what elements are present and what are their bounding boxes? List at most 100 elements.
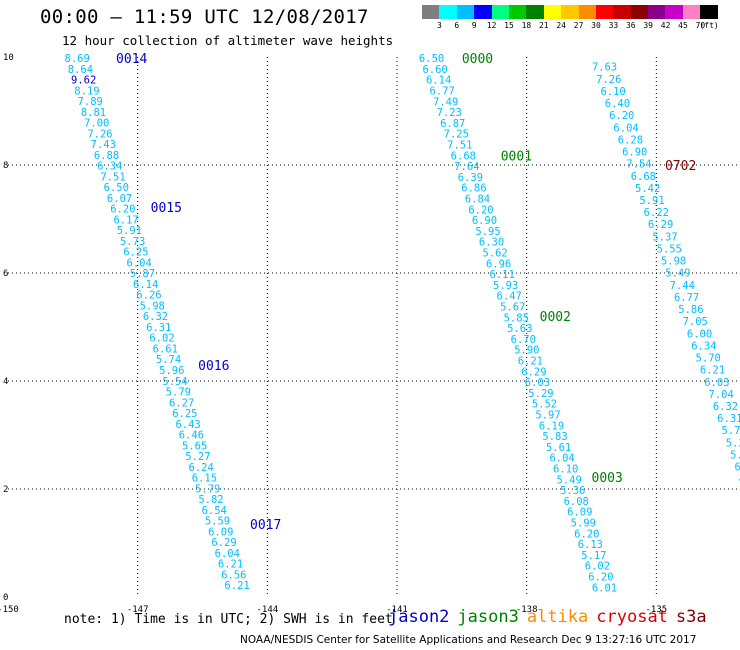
swh-value: 8.81 bbox=[81, 107, 106, 119]
colorbar-swatch bbox=[578, 5, 596, 19]
colorbar-swatch bbox=[665, 5, 683, 19]
swh-value: 6.04 bbox=[215, 548, 240, 560]
swh-value: 5.63 bbox=[507, 323, 532, 335]
colorbar-swatch bbox=[474, 5, 492, 19]
swh-value: 5.61 bbox=[546, 442, 571, 454]
colorbar-label: 27 bbox=[573, 21, 584, 30]
swh-value: 6.54 bbox=[202, 505, 227, 517]
swh-value: 5.87 bbox=[130, 268, 155, 280]
swh-value: 4.96 bbox=[739, 474, 740, 486]
swh-value: 7.43 bbox=[91, 139, 116, 151]
swh-value: 6.02 bbox=[585, 561, 610, 573]
swh-value: 6.10 bbox=[553, 463, 578, 475]
swh-value: 6.56 bbox=[221, 569, 246, 581]
x-tick-label: -141 bbox=[386, 605, 408, 615]
colorbar-swatch bbox=[630, 5, 649, 19]
y-tick-label: 2 bbox=[3, 485, 8, 495]
x-tick-label: -144 bbox=[256, 605, 278, 615]
swh-value: 8.64 bbox=[68, 64, 93, 76]
axis-labels: -150 -147 -144 -141 -138 -135 0 2 4 6 8 10 bbox=[0, 53, 667, 615]
swh-value: 5.49 bbox=[665, 268, 690, 280]
colorbar-label: 18 bbox=[521, 21, 532, 30]
swh-value: 8.69 bbox=[65, 53, 90, 65]
swh-value: 6.50 bbox=[419, 53, 444, 65]
y-tick-label: 10 bbox=[3, 53, 14, 63]
colorbar-swatch bbox=[682, 5, 701, 19]
x-tick-label: -138 bbox=[516, 605, 538, 615]
swh-value: 5.17 bbox=[581, 550, 606, 562]
colorbar-label: 33 bbox=[608, 21, 619, 30]
swh-value: 5.98 bbox=[140, 300, 165, 312]
colorbar-label: 9 bbox=[471, 21, 477, 30]
swh-value: 6.02 bbox=[149, 333, 174, 345]
track-jason2: 8.698.649.628.197.898.817.007.267.436.88… bbox=[65, 52, 282, 592]
x-tick-label: -135 bbox=[645, 605, 667, 615]
swh-value: 6.20 bbox=[110, 204, 135, 216]
swh-value: 6.14 bbox=[133, 279, 158, 291]
swh-value: 5.55 bbox=[657, 243, 682, 255]
swh-value: 5.73 bbox=[120, 236, 145, 248]
swh-value: 6.28 bbox=[618, 134, 643, 146]
swh-value: 6.04 bbox=[549, 453, 574, 465]
swh-value: 7.51 bbox=[100, 171, 125, 183]
swh-value: 7.04 bbox=[709, 389, 734, 401]
swh-value: 6.87 bbox=[440, 118, 465, 130]
swh-value: 6.32 bbox=[713, 401, 738, 413]
colorbar-swatch bbox=[439, 5, 457, 19]
swh-value: 7.63 bbox=[592, 62, 617, 74]
swh-value: 6.17 bbox=[113, 214, 138, 226]
time-label: 0014 bbox=[116, 52, 147, 67]
swh-value: 6.34 bbox=[691, 340, 716, 352]
swh-value: 5.79 bbox=[195, 483, 220, 495]
swh-value: 5.87 bbox=[730, 449, 740, 461]
swh-value: 7.26 bbox=[87, 128, 112, 140]
swh-value: 6.13 bbox=[578, 539, 603, 551]
swh-value: 5.70 bbox=[696, 353, 721, 365]
swh-value: 5.97 bbox=[535, 409, 560, 421]
swh-value: 6.98 bbox=[734, 462, 740, 474]
swh-value: 6.11 bbox=[489, 269, 514, 281]
colorbar-swatch bbox=[700, 5, 718, 19]
time-label: 0002 bbox=[540, 310, 571, 325]
swh-value: 5.67 bbox=[500, 301, 525, 313]
swh-value: 6.08 bbox=[564, 496, 589, 508]
swh-value: 6.01 bbox=[592, 582, 617, 594]
colorbar-swatch bbox=[526, 5, 544, 19]
swh-value: 6.68 bbox=[631, 171, 656, 183]
swh-value: 5.91 bbox=[117, 225, 142, 237]
swh-value: 5.79 bbox=[166, 387, 191, 399]
time-label: 0000 bbox=[462, 52, 493, 67]
swh-value: 5.27 bbox=[185, 451, 210, 463]
track-jason3: 6.506.606.146.777.497.236.877.257.516.68… bbox=[419, 52, 623, 594]
swh-value: 6.20 bbox=[574, 528, 599, 540]
swh-value: 5.90 bbox=[514, 345, 539, 357]
swh-value: 5.62 bbox=[482, 247, 507, 259]
legend-s3a: s3a bbox=[675, 607, 707, 627]
swh-value: 5.49 bbox=[557, 474, 582, 486]
y-tick-label: 0 bbox=[3, 593, 8, 603]
legend-altika: altika bbox=[526, 607, 589, 627]
chart-title: 00:00 – 11:59 UTC 12/08/2017 bbox=[40, 6, 369, 28]
swh-value: 6.29 bbox=[521, 366, 546, 378]
swh-value: 6.26 bbox=[136, 290, 161, 302]
y-tick-label: 8 bbox=[3, 161, 8, 171]
colorbar-swatch bbox=[491, 5, 509, 19]
swh-value: 9.62 bbox=[71, 75, 96, 87]
swh-value: 6.21 bbox=[224, 580, 249, 592]
colorbar-label: 6 bbox=[454, 21, 460, 30]
swh-value: 5.54 bbox=[162, 376, 187, 388]
y-tick-label: 4 bbox=[3, 377, 8, 387]
time-label: 0702 bbox=[665, 159, 696, 174]
colorbar-swatch bbox=[456, 5, 475, 19]
colorbar-label: 45 bbox=[678, 21, 688, 30]
swh-value: 6.09 bbox=[567, 507, 592, 519]
swh-value: 5.52 bbox=[532, 399, 557, 411]
swh-value: 7.89 bbox=[78, 96, 103, 108]
colorbar-swatch bbox=[561, 5, 579, 19]
colorbar-label: 36 bbox=[625, 21, 636, 30]
legend-jason3: jason3 bbox=[457, 607, 519, 627]
swh-value: 6.43 bbox=[175, 419, 200, 431]
swh-value: 6.09 bbox=[208, 526, 233, 538]
colorbar-label: 21 bbox=[538, 21, 549, 30]
swh-value: 8.19 bbox=[74, 85, 99, 97]
